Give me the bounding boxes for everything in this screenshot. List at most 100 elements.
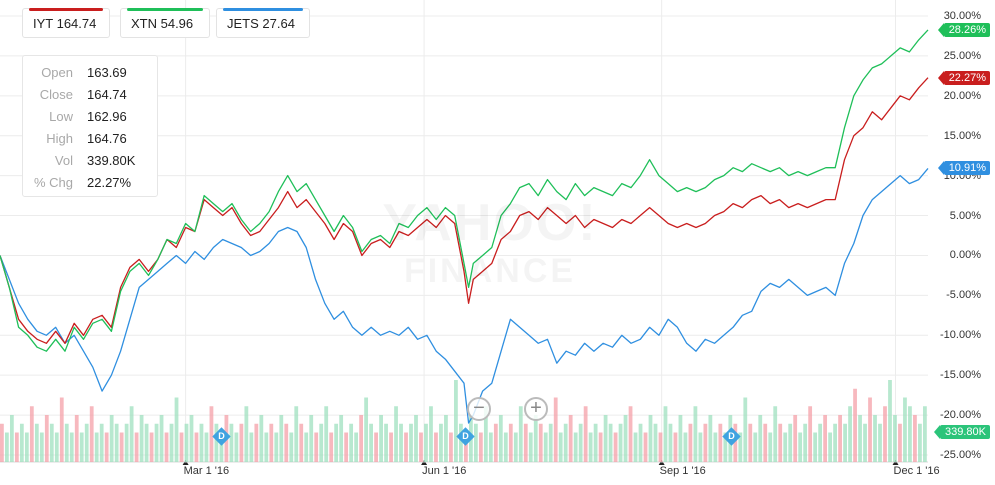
volume-bar <box>598 432 603 462</box>
volume-bar <box>783 432 788 462</box>
volume-bar <box>923 406 927 462</box>
info-value: 162.96 <box>87 108 127 124</box>
dividend-marker[interactable]: D <box>722 427 741 446</box>
volume-bar <box>84 423 89 462</box>
volume-bar <box>818 423 823 462</box>
watermark-line1: YAHOO! <box>360 195 620 251</box>
volume-bar <box>878 423 882 462</box>
volume-bar <box>249 432 254 462</box>
volume-bar <box>778 423 783 462</box>
volume-bar <box>578 423 583 462</box>
legend-xtn[interactable]: XTN 54.96 <box>120 8 210 38</box>
volume-bar <box>693 406 698 462</box>
volume-bar <box>573 432 578 462</box>
y-tick-label: -25.00% <box>940 449 981 461</box>
volume-bar <box>404 432 408 462</box>
volume-bar <box>409 423 413 462</box>
volume-bar <box>678 415 683 462</box>
volume-bar <box>9 415 14 462</box>
volume-bar <box>199 423 204 462</box>
volume-bar <box>419 432 423 462</box>
plus-icon: + <box>530 397 542 419</box>
volume-bar <box>114 423 119 462</box>
volume-bar <box>543 432 548 462</box>
volume-bar <box>723 432 728 462</box>
volume-bar <box>833 423 837 462</box>
volume-bar <box>174 397 179 462</box>
info-value: 339.80K <box>87 152 136 168</box>
dividend-marker[interactable]: D <box>456 427 475 446</box>
volume-bar <box>628 406 633 462</box>
volume-bar <box>344 432 349 462</box>
legend-jets[interactable]: JETS 27.64 <box>216 8 310 38</box>
volume-bar <box>738 432 743 462</box>
volume-bar <box>429 406 433 462</box>
volume-bar <box>713 432 718 462</box>
volume-bar <box>753 432 758 462</box>
volume-bar <box>54 432 59 462</box>
info-row-vol: Vol 339.80K <box>23 149 157 171</box>
badge-iyt: 22.27% <box>937 70 990 85</box>
legend-xtn-label: XTN 54.96 <box>131 15 194 31</box>
volume-bar <box>623 415 628 462</box>
volume-bar <box>758 415 763 462</box>
zoom-out-button[interactable]: − <box>467 397 491 421</box>
info-label: Close <box>39 86 73 102</box>
info-row-close: Close 164.74 <box>23 83 157 105</box>
volume-bar <box>234 432 239 462</box>
volume-bar <box>643 432 648 462</box>
volume-bar <box>518 406 523 462</box>
volume-bar <box>304 432 309 462</box>
volume-bar <box>119 432 124 462</box>
volume-bar <box>379 415 383 462</box>
y-tick-label: 25.00% <box>943 49 981 62</box>
volume-bar <box>788 423 793 462</box>
volume-bar <box>139 415 144 462</box>
legend-iyt-color <box>29 8 103 11</box>
volume-bar <box>329 432 334 462</box>
volume-bar <box>698 432 703 462</box>
volume-bar <box>134 432 139 462</box>
volume-bar <box>444 415 448 462</box>
info-value: 164.76 <box>87 130 127 146</box>
series-line-jets <box>0 167 929 424</box>
volume-bar <box>184 423 189 462</box>
volume-bar <box>394 406 398 462</box>
volume-bar <box>164 432 169 462</box>
y-tick-label: -10.00% <box>940 329 981 342</box>
volume-bar <box>498 415 503 462</box>
y-tick-label: 20.00% <box>943 89 981 102</box>
volume-bar <box>144 423 149 462</box>
volume-bar <box>478 432 483 462</box>
info-row-pct-chg: % Chg 22.27% <box>23 171 157 193</box>
y-tick-label: 15.00% <box>943 129 981 142</box>
volume-bar <box>733 423 738 462</box>
volume-bar <box>813 432 818 462</box>
zoom-in-button[interactable]: + <box>524 397 548 421</box>
volume-bar <box>858 415 862 462</box>
volume-bar <box>548 423 553 462</box>
volume-bar <box>34 423 39 462</box>
volume-bar <box>898 423 902 462</box>
legend-jets-label: JETS 27.64 <box>227 15 295 31</box>
volume-bar <box>653 423 658 462</box>
volume-bar <box>668 423 673 462</box>
info-value: 164.74 <box>87 86 127 102</box>
volume-bar <box>89 406 94 462</box>
volume-bar <box>294 406 299 462</box>
volume-bar <box>748 423 753 462</box>
volume-bar <box>638 423 643 462</box>
x-tick-label: Sep 1 '16 <box>659 465 706 477</box>
volume-bar <box>508 423 513 462</box>
legend-iyt[interactable]: IYT 164.74 <box>22 8 110 38</box>
volume-bar <box>648 415 653 462</box>
volume-bar <box>708 415 713 462</box>
info-row-open: Open 163.69 <box>23 61 157 83</box>
volume-bar <box>568 415 573 462</box>
volume-bar <box>558 432 563 462</box>
dividend-marker[interactable]: D <box>212 427 231 446</box>
volume-bar <box>189 415 194 462</box>
volume-bar <box>24 432 29 462</box>
volume-bar <box>169 423 174 462</box>
